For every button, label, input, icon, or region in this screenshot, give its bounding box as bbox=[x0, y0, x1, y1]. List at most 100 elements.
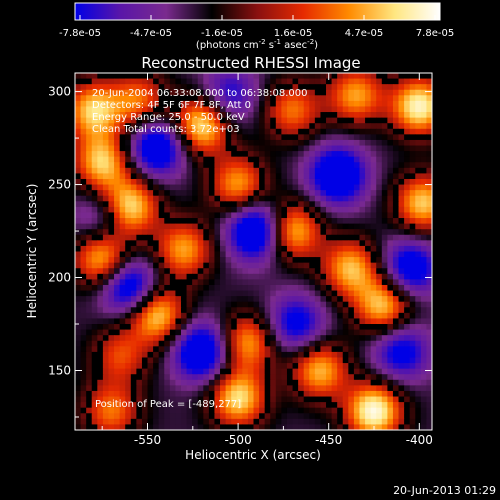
heatmap-cell bbox=[147, 151, 154, 158]
heatmap-cell bbox=[303, 106, 310, 113]
heatmap-cell bbox=[370, 134, 377, 141]
heatmap-cell bbox=[270, 206, 277, 213]
heatmap-cell bbox=[220, 312, 227, 319]
heatmap-cell bbox=[208, 167, 215, 174]
heatmap-cell bbox=[264, 257, 271, 264]
heatmap-cell bbox=[97, 257, 104, 264]
heatmap-cell bbox=[192, 257, 199, 264]
heatmap-cell bbox=[225, 100, 232, 107]
heatmap-cell bbox=[97, 123, 104, 130]
heatmap-cell bbox=[192, 301, 199, 308]
heatmap-cell bbox=[320, 178, 327, 185]
heatmap-cell bbox=[376, 390, 383, 397]
heatmap-cell bbox=[359, 84, 366, 91]
heatmap-cell bbox=[208, 89, 215, 96]
heatmap-cell bbox=[158, 351, 165, 358]
heatmap-cell bbox=[247, 78, 254, 85]
heatmap-cell bbox=[337, 251, 344, 258]
heatmap-cell bbox=[326, 257, 332, 264]
heatmap-cell bbox=[314, 184, 321, 191]
heatmap-cell bbox=[353, 234, 360, 241]
heatmap-cell bbox=[136, 89, 143, 96]
heatmap-cell bbox=[75, 368, 81, 375]
heatmap-cell bbox=[292, 424, 299, 430]
heatmap-cell bbox=[420, 290, 427, 297]
heatmap-cell bbox=[426, 413, 432, 420]
heatmap-cell bbox=[242, 284, 249, 291]
heatmap-cell bbox=[97, 112, 104, 119]
heatmap-cell bbox=[286, 351, 293, 358]
heatmap-cell bbox=[153, 273, 160, 280]
heatmap-cell bbox=[164, 396, 171, 403]
heatmap-cell bbox=[197, 229, 204, 236]
heatmap-cell bbox=[298, 218, 305, 225]
heatmap-cell bbox=[303, 134, 310, 141]
heatmap-cell bbox=[320, 402, 327, 409]
heatmap-cell bbox=[247, 151, 254, 158]
heatmap-cell bbox=[337, 223, 344, 230]
heatmap-cell bbox=[370, 351, 377, 358]
heatmap-cell bbox=[353, 145, 360, 152]
heatmap-cell bbox=[409, 73, 416, 79]
heatmap-cell bbox=[203, 184, 210, 191]
heatmap-cell bbox=[392, 413, 399, 420]
heatmap-cell bbox=[387, 273, 394, 280]
heatmap-cell bbox=[415, 240, 422, 247]
heatmap-cell bbox=[153, 296, 160, 303]
heatmap-cell bbox=[253, 245, 260, 252]
heatmap-cell bbox=[164, 301, 171, 308]
x-tick-label: -500 bbox=[224, 433, 251, 447]
heatmap-cell bbox=[314, 424, 321, 430]
heatmap-cell bbox=[180, 257, 187, 264]
heatmap-cell bbox=[387, 407, 394, 414]
heatmap-cell bbox=[231, 218, 238, 225]
heatmap-cell bbox=[175, 279, 182, 286]
heatmap-cell bbox=[147, 268, 154, 275]
heatmap-cell bbox=[404, 368, 411, 375]
heatmap-cell bbox=[303, 257, 310, 264]
heatmap-cell bbox=[147, 335, 154, 342]
heatmap-cell bbox=[192, 418, 199, 425]
heatmap-cell bbox=[141, 167, 148, 174]
heatmap-cell bbox=[158, 151, 165, 158]
heatmap-cell bbox=[153, 418, 160, 425]
heatmap-cell bbox=[80, 418, 87, 425]
heatmap-cell bbox=[281, 296, 288, 303]
heatmap-cell bbox=[153, 307, 160, 314]
heatmap-cell bbox=[398, 112, 405, 119]
heatmap-cell bbox=[275, 273, 282, 280]
heatmap-cell bbox=[220, 307, 227, 314]
heatmap-cell bbox=[398, 123, 405, 130]
heatmap-cell bbox=[136, 245, 143, 252]
heatmap-cell bbox=[348, 413, 355, 420]
heatmap-cell bbox=[415, 379, 422, 386]
heatmap-cell bbox=[119, 402, 126, 409]
heatmap-cell bbox=[270, 340, 277, 347]
heatmap-cell bbox=[370, 234, 377, 241]
heatmap-cell bbox=[147, 178, 154, 185]
heatmap-cell bbox=[342, 290, 349, 297]
heatmap-cell bbox=[169, 273, 176, 280]
heatmap-cell bbox=[270, 156, 277, 163]
heatmap-cell bbox=[203, 346, 210, 353]
heatmap-cell bbox=[353, 201, 360, 208]
heatmap-cell bbox=[114, 257, 121, 264]
heatmap-cell bbox=[303, 363, 310, 370]
heatmap-cell bbox=[253, 201, 260, 208]
heatmap-cell bbox=[381, 418, 388, 425]
heatmap-cell bbox=[259, 318, 266, 325]
heatmap-cell bbox=[130, 363, 137, 370]
heatmap-cell bbox=[420, 318, 427, 325]
heatmap-cell bbox=[348, 245, 355, 252]
heatmap-cell bbox=[298, 257, 305, 264]
heatmap-cell bbox=[381, 363, 388, 370]
heatmap-cell bbox=[275, 156, 282, 163]
heatmap-cell bbox=[337, 218, 344, 225]
heatmap-cell bbox=[175, 284, 182, 291]
heatmap-cell bbox=[298, 162, 305, 169]
heatmap-cell bbox=[175, 229, 182, 236]
heatmap-cell bbox=[242, 89, 249, 96]
heatmap-cell bbox=[264, 363, 271, 370]
heatmap-cell bbox=[242, 201, 249, 208]
heatmap-cell bbox=[348, 301, 355, 308]
